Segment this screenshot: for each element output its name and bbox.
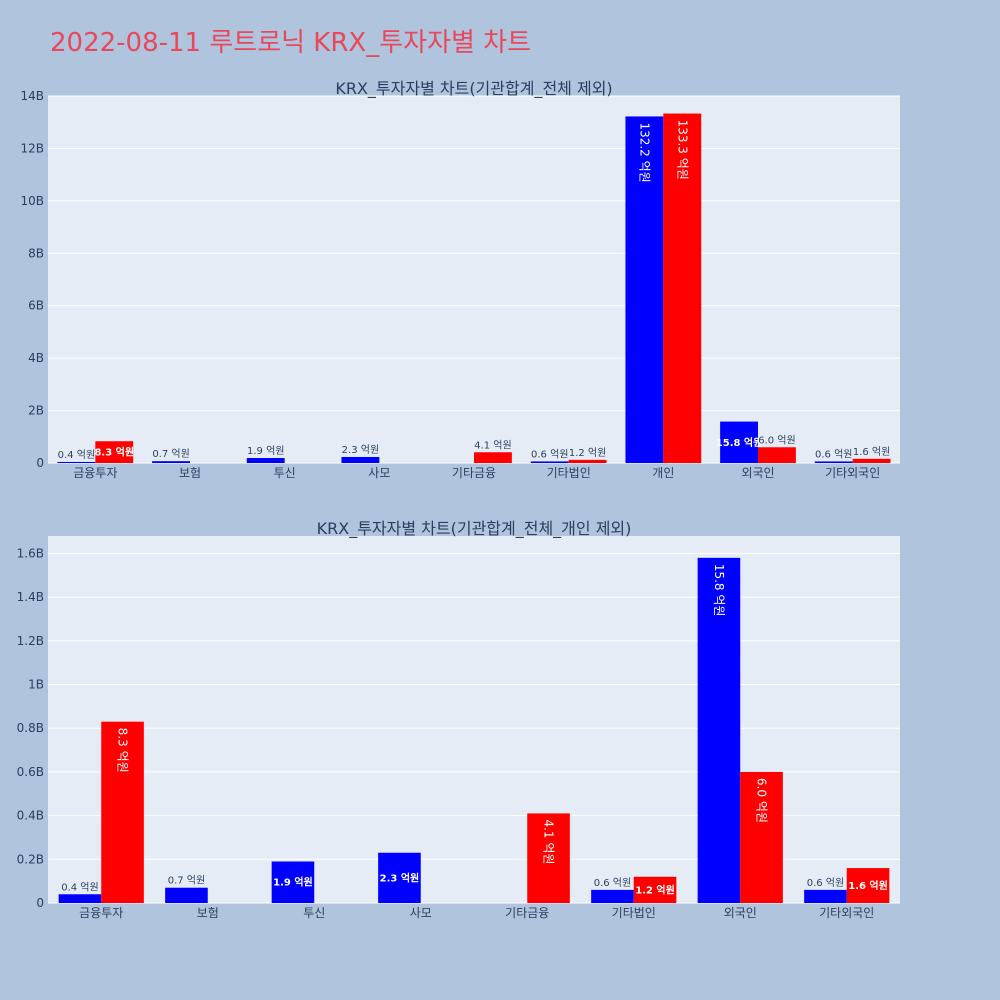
x-tick-label: 외국인 xyxy=(741,466,774,480)
y-tick-label: 0 xyxy=(36,456,44,470)
data-label: 8.3 억원 xyxy=(116,728,130,773)
bar xyxy=(663,113,702,463)
bar xyxy=(165,887,208,903)
y-tick-label: 1B xyxy=(28,678,44,692)
chart-1: 0 2B 4B 6B 8B 10B 12B 14B KRX_투자자별 차트(기관합계_전체 제외… xyxy=(20,79,900,480)
x-tick-label: 기타금융 xyxy=(505,906,549,920)
data-label: 4.1 억원 xyxy=(542,819,556,864)
bar xyxy=(720,421,758,463)
data-label: 0.4 억원 xyxy=(61,881,98,893)
y-tick-label: 0.6B xyxy=(17,765,44,779)
y-tick-label: 1.2B xyxy=(17,634,44,648)
y-tick-label: 14B xyxy=(20,89,44,103)
data-label: 1.9 억원 xyxy=(247,445,284,457)
data-label: 133.3 억원 xyxy=(675,120,689,180)
data-label: 0.6 억원 xyxy=(815,448,852,460)
bar xyxy=(341,456,380,463)
data-label: 1.2 억원 xyxy=(569,447,606,459)
bar xyxy=(625,116,664,463)
x-tick-label: 보험 xyxy=(179,466,201,480)
data-label: 0.6 억원 xyxy=(531,448,568,460)
y-tick-label: 0.4B xyxy=(17,809,44,823)
bar xyxy=(814,461,853,463)
y-tick-label: 6B xyxy=(28,299,44,313)
data-label: 132.2 억원 xyxy=(637,122,651,182)
data-label: 0.6 억원 xyxy=(807,877,844,889)
bar xyxy=(530,461,569,463)
data-label: 0.7 억원 xyxy=(152,448,189,460)
x-tick-label: 기타금융 xyxy=(452,466,496,480)
data-label: 4.1 억원 xyxy=(474,439,511,451)
bar xyxy=(804,889,847,903)
data-label: 6.0 억원 xyxy=(758,434,795,446)
data-label: 0.6 억원 xyxy=(594,877,631,889)
bar xyxy=(697,557,741,903)
bar xyxy=(852,458,891,463)
x-tick-label: 사모 xyxy=(368,466,390,480)
data-label: 1.6 억원 xyxy=(853,446,890,458)
bar xyxy=(568,459,607,463)
chart-2: 0 0.2B 0.4B 0.6B 0.8B 1B 1.2B 1.4B 1.6B KRX_투자자별 … xyxy=(17,519,900,920)
data-label: 1.6 억원 xyxy=(848,879,888,892)
bar xyxy=(527,813,570,903)
page-title: 2022-08-11 루트로닉 KRX_투자자별 차트 xyxy=(50,28,532,58)
bar xyxy=(152,461,190,463)
data-label: 15.8 억원 xyxy=(716,436,763,449)
bar xyxy=(58,894,102,903)
bar xyxy=(57,461,96,463)
y-tick-label: 12B xyxy=(20,141,44,155)
x-tick-label: 금융투자 xyxy=(73,466,117,480)
bar xyxy=(740,771,783,903)
x-tick-label: 금융투자 xyxy=(79,906,123,920)
data-label: 6.0 억원 xyxy=(755,778,769,823)
data-label: 0.4 억원 xyxy=(58,449,95,461)
x-tick-label: 개인 xyxy=(652,466,674,480)
x-tick-label: 사모 xyxy=(410,906,432,920)
x-tick-label: 외국인 xyxy=(724,906,757,920)
bar xyxy=(271,861,315,903)
x-tick-label: 투신 xyxy=(303,906,325,920)
bar xyxy=(101,721,144,903)
bar xyxy=(95,441,134,463)
x-tick-label: 기타외국인 xyxy=(825,466,880,480)
bar xyxy=(846,868,890,903)
data-label: 1.9 억원 xyxy=(273,876,313,889)
x-tick-label: 기타법인 xyxy=(612,906,656,920)
y-tick-label: 1.6B xyxy=(17,546,44,560)
y-tick-label: 4B xyxy=(28,351,44,365)
x-tick-label: 투신 xyxy=(274,466,296,480)
plot-area xyxy=(48,96,900,463)
bar xyxy=(758,447,796,463)
bar xyxy=(591,889,634,903)
data-label: 8.3 억원 xyxy=(94,446,134,459)
y-tick-label: 0.8B xyxy=(17,721,44,735)
y-tick-label: 1.4B xyxy=(17,590,44,604)
y-tick-label: 10B xyxy=(20,194,44,208)
data-label: 0.7 억원 xyxy=(168,875,205,887)
bar xyxy=(378,852,421,903)
data-label: 2.3 억원 xyxy=(342,444,379,456)
y-tick-label: 0 xyxy=(36,896,44,910)
bar xyxy=(246,458,285,463)
data-label: 1.2 억원 xyxy=(635,883,675,896)
x-tick-label: 기타법인 xyxy=(547,466,591,480)
chart-title: KRX_투자자별 차트(기관합계_전체_개인 제외) xyxy=(317,519,632,539)
chart-title: KRX_투자자별 차트(기관합계_전체 제외) xyxy=(335,79,612,99)
bar xyxy=(633,876,677,903)
y-tick-label: 0.2B xyxy=(17,852,44,866)
bar xyxy=(474,452,512,463)
x-tick-label: 기타외국인 xyxy=(819,906,874,920)
data-label: 15.8 억원 xyxy=(712,564,726,617)
y-tick-label: 2B xyxy=(28,404,44,418)
y-tick-label: 8B xyxy=(28,246,44,260)
data-label: 2.3 억원 xyxy=(380,871,420,884)
x-tick-label: 보험 xyxy=(197,906,219,920)
